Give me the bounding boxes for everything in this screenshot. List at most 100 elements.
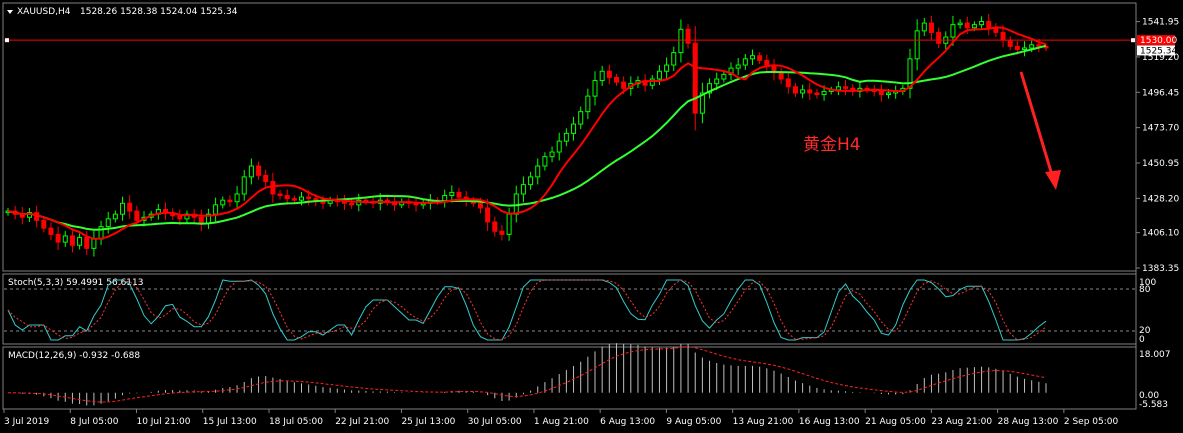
candle-body: [921, 22, 927, 32]
candle-body: [349, 202, 355, 206]
candle-body: [341, 201, 347, 204]
candle-body: [907, 58, 913, 89]
candle-body: [284, 195, 290, 200]
time-tick-label: 2 Sep 05:00: [1064, 417, 1119, 427]
stoch-tick-0: 0: [1139, 335, 1145, 345]
candle-body: [277, 193, 283, 197]
macd-histogram: [7, 343, 1047, 406]
candle-body: [692, 42, 698, 114]
candle-body: [241, 176, 247, 195]
candle-body: [835, 86, 841, 91]
candle-body: [227, 199, 233, 203]
candle-body: [263, 174, 269, 183]
candle-body: [671, 52, 677, 66]
down-arrow-icon[interactable]: [1019, 71, 1061, 190]
candle-body: [792, 86, 798, 94]
hline-handle-left[interactable]: [5, 38, 9, 43]
candle-body: [477, 202, 483, 209]
candle-body: [707, 83, 713, 94]
price-axis: 1541.95 1519.20 1496.45 1473.70 1450.95 1428.…: [1136, 18, 1179, 274]
hline-handle-right[interactable]: [1131, 38, 1135, 43]
candle-body: [535, 165, 541, 178]
candle-body: [55, 233, 61, 243]
candle-body: [814, 92, 820, 96]
candle-body: [456, 191, 462, 198]
candle-body: [492, 221, 498, 232]
time-tick-label: 16 Aug 13:00: [799, 417, 860, 427]
time-tick-label: 23 Aug 21:00: [931, 417, 992, 427]
candle-body: [606, 70, 612, 78]
candle-body: [1014, 45, 1020, 50]
time-tick-label: 28 Aug 13:00: [998, 417, 1059, 427]
annotation-label[interactable]: 黄金H4: [803, 135, 861, 155]
ma-fast-line: [7, 26, 1047, 240]
ohlc-label: 1528.26 1528.38 1524.04 1525.34: [80, 7, 238, 17]
menu-triangle-icon[interactable]: [7, 10, 13, 14]
symbol-label: XAUUSD,H4: [17, 7, 71, 17]
candle-body: [728, 67, 734, 75]
time-tick-label: 21 Aug 05:00: [865, 417, 926, 427]
price-tick-label: 1428.20: [1142, 194, 1179, 204]
candle-body: [112, 213, 118, 220]
price-tick-label: 1519.20: [1142, 53, 1179, 63]
candle-body: [198, 216, 204, 224]
candle-body: [220, 199, 226, 206]
candle-body: [1036, 44, 1042, 47]
candle-body: [291, 198, 297, 201]
time-axis: 3 Jul 2019 8 Jul 05:00 10 Jul 21:00 15 Jul …: [3, 409, 1119, 427]
macd-signal-line: [7, 346, 1047, 403]
candle-body: [979, 21, 985, 26]
time-tick-label: 10 Jul 21:00: [136, 417, 190, 427]
price-tick-label: 1473.70: [1142, 124, 1179, 134]
candle-body: [177, 215, 183, 220]
candle-body: [571, 123, 577, 134]
time-tick-label: 25 Jul 13:00: [401, 417, 455, 427]
current-price-text: 1525.34: [1140, 46, 1177, 56]
candle-body: [1000, 31, 1006, 41]
candle-body: [957, 22, 963, 26]
candle-body: [134, 210, 140, 221]
time-tick-label: 18 Jul 05:00: [269, 417, 323, 427]
price-panel[interactable]: [2, 2, 1137, 272]
candle-body: [1007, 39, 1013, 47]
candle-body: [563, 132, 569, 142]
candle-body: [599, 70, 605, 82]
candle-body: [48, 227, 54, 235]
candles-group: [5, 13, 1049, 257]
candle-body: [62, 235, 68, 243]
candle-body: [585, 95, 591, 113]
price-tick-label: 1496.45: [1142, 88, 1179, 98]
ma-slow-line: [7, 44, 1047, 231]
candle-body: [449, 191, 455, 197]
stoch-signal-line: [7, 279, 1047, 341]
candle-body: [800, 89, 806, 94]
candle-body: [950, 24, 956, 38]
candle-body: [520, 184, 526, 195]
candle-body: [714, 78, 720, 85]
macd-panel[interactable]: [2, 346, 1137, 410]
candle-body: [549, 151, 555, 158]
candle-body: [914, 30, 920, 60]
time-tick-label: 30 Jul 05:00: [468, 417, 522, 427]
stoch-tick-80: 80: [1139, 285, 1151, 295]
candle-body: [664, 64, 670, 72]
candle-body: [499, 230, 505, 235]
candle-body: [778, 72, 784, 80]
hline-price-text: 1530.00: [1140, 36, 1177, 46]
candle-body: [320, 201, 326, 204]
candle-body: [256, 165, 262, 176]
candle-body: [506, 213, 512, 235]
candle-body: [886, 92, 892, 96]
candle-body: [821, 90, 827, 96]
time-tick-label: 3 Jul 2019: [4, 417, 49, 427]
candle-body: [613, 76, 619, 83]
time-tick-label: 15 Jul 13:00: [203, 417, 257, 427]
candle-body: [485, 207, 491, 223]
candle-body: [270, 181, 276, 195]
candle-body: [656, 70, 662, 80]
candle-body: [528, 176, 534, 186]
time-tick-label: 9 Aug 05:00: [666, 417, 721, 427]
candle-body: [248, 165, 254, 178]
candle-body: [971, 24, 977, 29]
